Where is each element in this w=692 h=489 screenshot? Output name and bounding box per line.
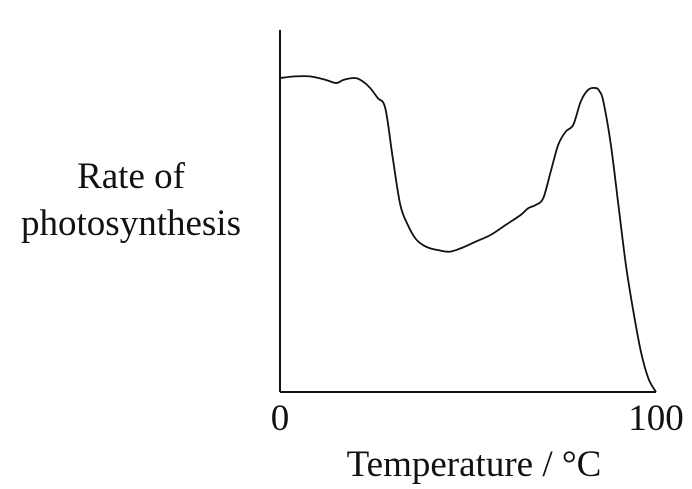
x-axis-label: Temperature / °C — [346, 444, 602, 485]
y-axis-label-line-2: photosynthesis — [21, 203, 241, 244]
chart-axes — [279, 30, 656, 393]
chart-series — [279, 75, 657, 393]
x-tick-label-100: 100 — [628, 398, 684, 439]
x-tick-label-0: 0 — [270, 398, 290, 439]
y-axis-label-line-1: Rate of — [77, 156, 185, 197]
series-line-0 — [279, 75, 657, 393]
